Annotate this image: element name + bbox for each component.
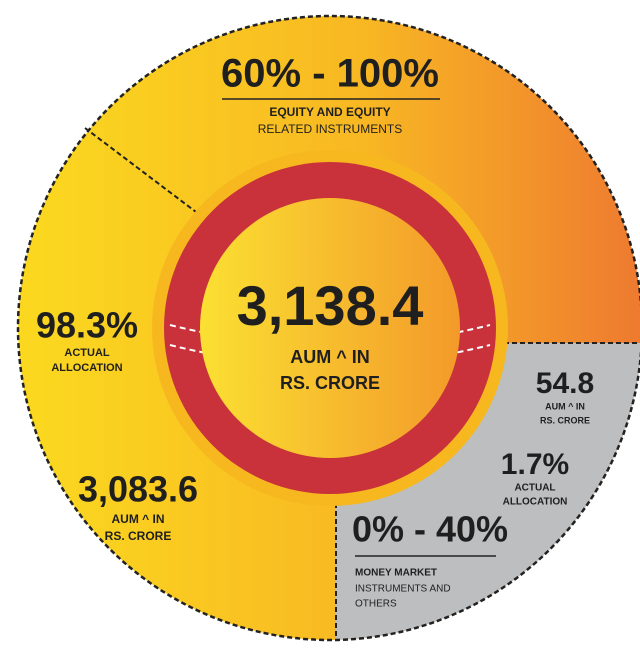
equity-aum: 3,083.6	[78, 469, 198, 510]
mm-range: 0% - 40%	[352, 509, 508, 550]
mm-aum-label: RS. CRORE	[540, 415, 590, 425]
mm-allocation: 1.7%	[501, 448, 569, 481]
mm-aum-label: AUM ^ IN	[545, 401, 585, 411]
equity-range: 60% - 100%	[221, 52, 439, 96]
mm-name: INSTRUMENTS AND	[355, 584, 451, 595]
equity-name: EQUITY AND EQUITY	[269, 105, 390, 119]
equity-allocation: 98.3%	[36, 305, 138, 346]
equity-name: RELATED INSTRUMENTS	[258, 122, 402, 136]
equity-aum-label: AUM ^ IN	[111, 512, 164, 526]
mm-allocation-label: ALLOCATION	[503, 497, 568, 508]
center-disc	[200, 198, 460, 458]
equity-aum-label: RS. CRORE	[105, 529, 172, 543]
divider	[84, 127, 201, 216]
mm-name: MONEY MARKET	[355, 568, 437, 579]
mm-allocation-label: ACTUAL	[514, 483, 555, 494]
center-label: RS. CRORE	[280, 373, 380, 393]
mm-name: OTHERS	[355, 599, 397, 610]
center-label: AUM ^ IN	[290, 347, 370, 367]
equity-allocation-label: ALLOCATION	[51, 362, 122, 374]
mm-aum: 54.8	[536, 367, 594, 400]
equity-allocation-label: ACTUAL	[64, 347, 109, 359]
center-value: 3,138.4	[237, 274, 424, 337]
outer-border	[16, 14, 640, 642]
